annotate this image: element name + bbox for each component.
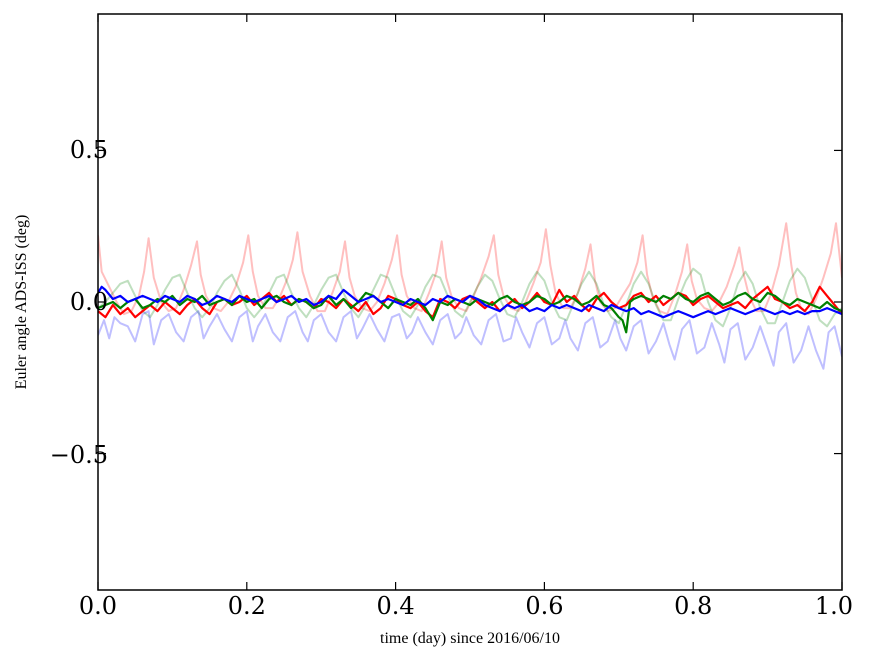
x-tick-label-4: 0.8 — [674, 592, 712, 620]
series-line-2 — [98, 310, 842, 370]
x-axis-label: time (day) since 2016/06/10 — [380, 630, 560, 647]
y-axis-label: Euler angle ADS-ISS (deg) — [13, 215, 30, 390]
series-line-1 — [98, 267, 842, 328]
x-tick-label-1: 0.2 — [228, 592, 266, 620]
x-tick-label-3: 0.6 — [525, 592, 563, 620]
axis-ticks — [97, 14, 843, 590]
y-tick-label-1: 0.0 — [70, 288, 108, 316]
y-tick-label-0: 0.5 — [70, 136, 108, 164]
y-tick-label-2: −0.5 — [50, 441, 108, 469]
x-tick-label-5: 1.0 — [815, 592, 853, 620]
x-tick-label-2: 0.4 — [377, 592, 415, 620]
series-line-5 — [98, 285, 842, 319]
x-tick-label-0: 0.0 — [79, 592, 117, 620]
plot-series — [98, 222, 842, 370]
